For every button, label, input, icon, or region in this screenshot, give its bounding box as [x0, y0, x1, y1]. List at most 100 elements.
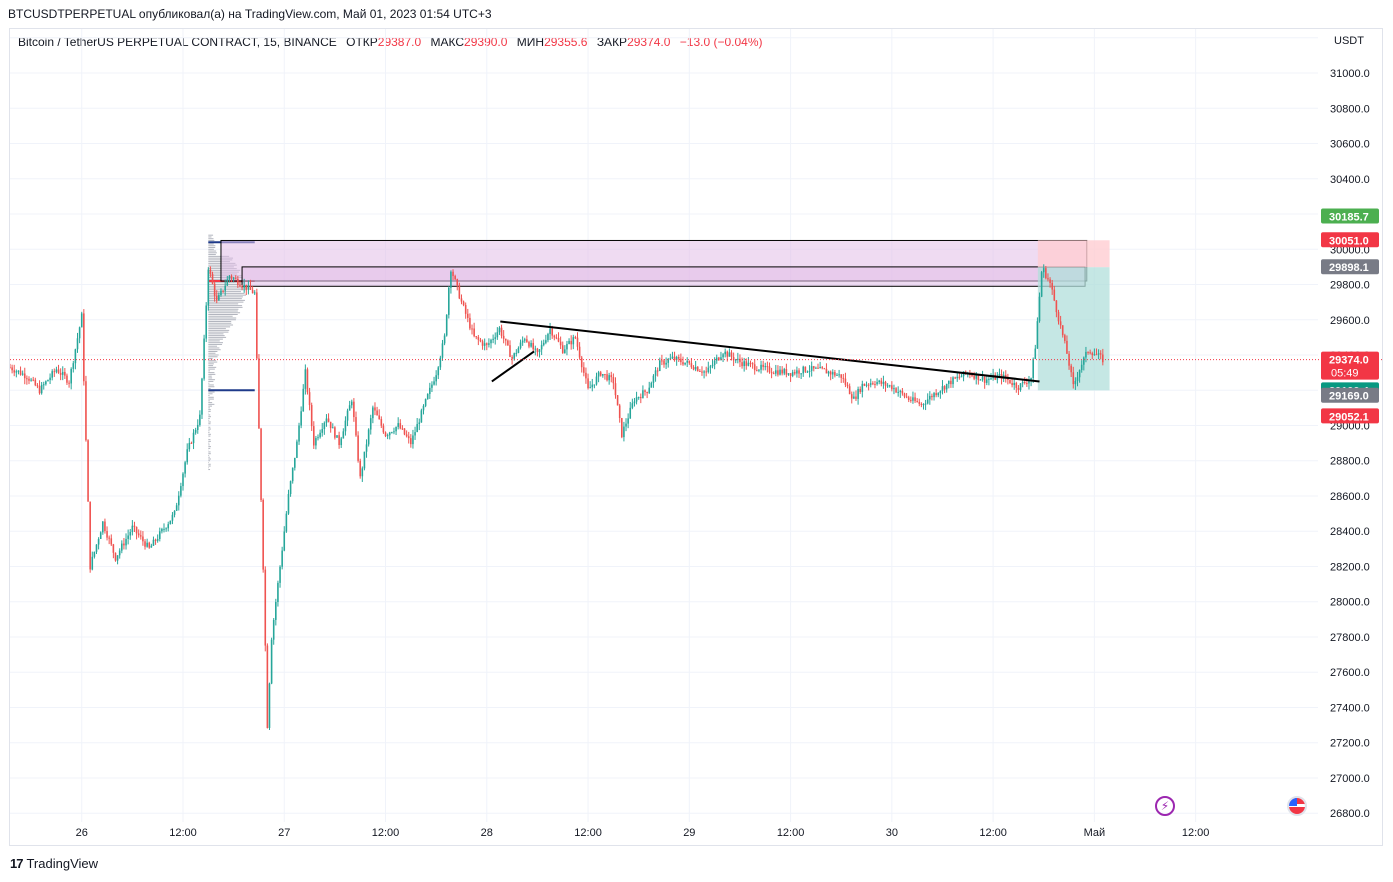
candle-body: [1059, 321, 1062, 326]
candle-body: [175, 505, 178, 511]
candle-body: [1013, 382, 1016, 386]
candle-body: [572, 337, 575, 345]
candle-body: [199, 414, 201, 425]
candle-body: [1023, 381, 1026, 384]
candle-body: [589, 387, 591, 389]
candle-body: [509, 345, 511, 357]
candle-body: [226, 279, 229, 286]
y-axis-currency: USDT: [1334, 35, 1364, 47]
position-stop-zone: [1037, 240, 1110, 268]
candle-body: [473, 328, 475, 337]
candle-body: [405, 434, 408, 437]
candle-body: [127, 535, 129, 539]
candle-body: [542, 342, 545, 345]
candle-body: [945, 383, 948, 390]
candle-body: [924, 403, 927, 405]
y-tick-label: 26800.0: [1330, 808, 1370, 820]
us-flag-icon[interactable]: [1287, 796, 1307, 816]
candle-body: [150, 545, 153, 548]
candle-body: [161, 528, 163, 532]
candle-body: [665, 362, 667, 365]
supply-zone: [241, 266, 1086, 287]
candle-body: [1009, 379, 1011, 384]
candle-body: [796, 370, 798, 374]
candle-body: [289, 481, 292, 495]
candle-body: [812, 366, 815, 369]
candle-body: [981, 376, 984, 380]
legend-high-label: МАКС: [430, 35, 465, 49]
candle-body: [321, 428, 324, 433]
candle-body: [258, 358, 260, 429]
candle-body: [125, 538, 127, 546]
lightning-icon[interactable]: ⚡: [1155, 796, 1175, 816]
candle-body: [1070, 365, 1072, 373]
candle-body: [1015, 382, 1018, 388]
candle-body: [671, 356, 674, 359]
x-tick-label: Май: [1084, 827, 1106, 839]
candle-body: [97, 539, 100, 545]
candle-body: [156, 538, 159, 541]
price-label-box: [1321, 387, 1379, 403]
candle-body: [83, 313, 85, 382]
legend-symbol: Bitcoin / TetherUS PERPETUAL CONTRACT, 1…: [18, 35, 337, 49]
candle-body: [268, 683, 271, 728]
candle-body: [1087, 351, 1089, 353]
candle-body: [1045, 268, 1047, 279]
price-label-value: 29898.1: [1329, 262, 1369, 274]
candle-body: [395, 426, 397, 432]
y-tick-label: 28400.0: [1330, 526, 1370, 538]
candle-body: [418, 422, 421, 425]
y-tick-label: 27600.0: [1330, 667, 1370, 679]
price-label-value: 29052.1: [1329, 411, 1369, 423]
candle-body: [331, 427, 334, 429]
candle-body: [838, 374, 840, 376]
candle-body: [76, 338, 79, 350]
candle-body: [388, 432, 391, 436]
candle-body: [266, 645, 269, 728]
candle-body: [937, 393, 940, 396]
candle-body: [861, 383, 864, 393]
candle-body: [800, 373, 802, 375]
candle-body: [658, 360, 661, 372]
candle-body: [353, 401, 355, 418]
candle-body: [886, 385, 889, 387]
candle-body: [787, 373, 790, 375]
y-tick-label: 29600.0: [1330, 315, 1370, 327]
candle-body: [975, 374, 978, 379]
candle-body: [201, 378, 203, 415]
candle-body: [675, 356, 678, 361]
candle-body: [475, 336, 478, 338]
candle-body: [59, 373, 62, 375]
candle-body: [948, 380, 950, 384]
candle-body: [941, 386, 944, 392]
candle-body: [874, 383, 876, 385]
candle-body: [68, 382, 70, 384]
candle-body: [256, 292, 258, 359]
candle-body: [374, 407, 376, 411]
candle-body: [888, 385, 891, 387]
candle-body: [194, 430, 197, 433]
candle-body: [783, 369, 786, 374]
candle-body: [528, 342, 530, 347]
candle-body: [882, 381, 885, 384]
candle-body: [188, 442, 191, 450]
candle-body: [534, 348, 537, 350]
candle-body: [382, 425, 385, 433]
candle-body: [918, 401, 921, 404]
candle-body: [211, 273, 214, 284]
x-tick-label: 28: [481, 827, 493, 839]
candle-body: [745, 361, 748, 366]
candle-body: [990, 378, 992, 380]
branding[interactable]: 17 TradingView: [10, 856, 98, 871]
candle-body: [985, 379, 988, 383]
candle-body: [279, 566, 281, 583]
candle-body: [336, 435, 338, 438]
candle-body: [64, 371, 66, 376]
candle-body: [306, 369, 309, 393]
candle-body: [429, 387, 431, 395]
candle-body: [215, 295, 218, 301]
candle-body: [192, 432, 195, 444]
candle-body: [296, 441, 298, 458]
candle-body: [220, 290, 222, 296]
